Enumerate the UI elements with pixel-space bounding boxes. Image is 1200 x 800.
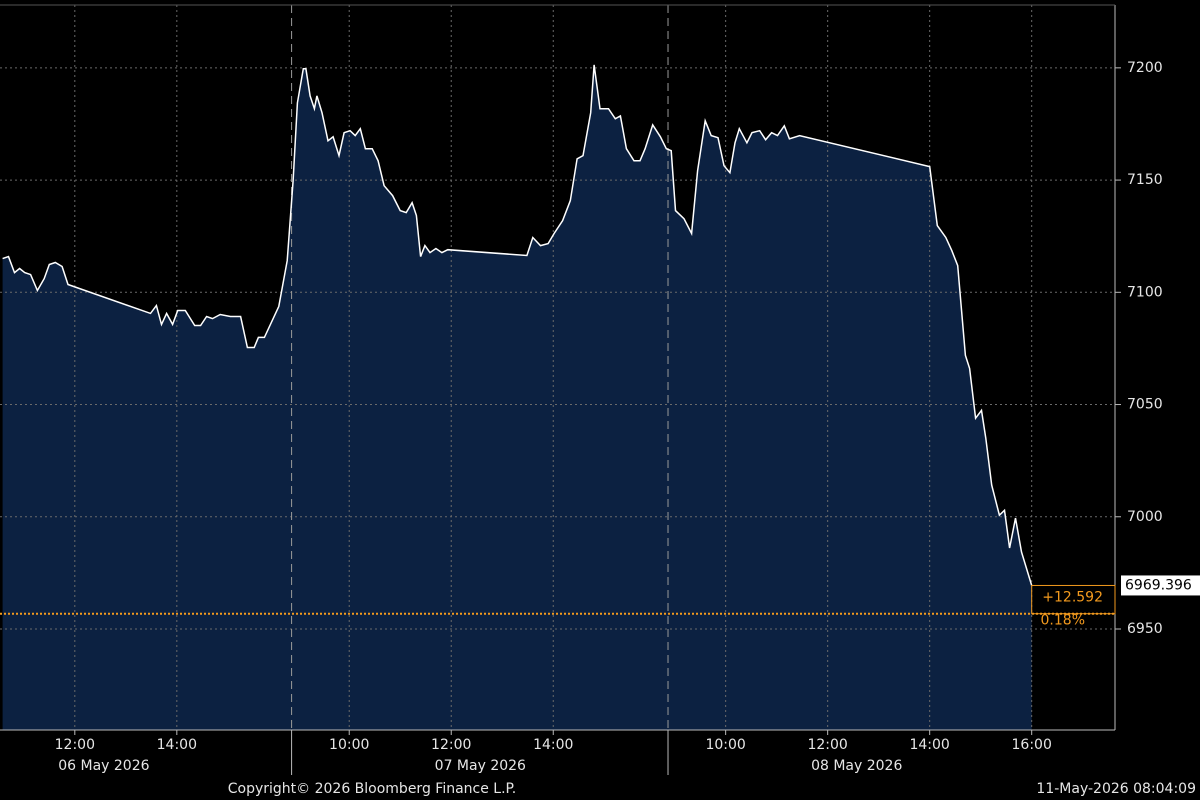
change-box — [1031, 584, 1116, 615]
y-tick-label: 7150 — [1127, 172, 1163, 188]
x-tick-label: 14:00 — [157, 737, 197, 753]
last-value-label: 6969.396 — [1125, 577, 1192, 593]
change-pct-label: 0.18% — [1041, 613, 1085, 629]
copyright: Copyright© 2026 Bloomberg Finance L.P. — [228, 781, 517, 797]
x-date-label: 08 May 2026 — [811, 758, 902, 774]
y-tick-label: 7050 — [1127, 397, 1163, 413]
price-line — [2, 64, 1033, 586]
timestamp: 11-May-2026 08:04:09 — [1036, 781, 1196, 797]
x-tick-label: 10:00 — [705, 737, 745, 753]
x-tick-label: 14:00 — [909, 737, 949, 753]
y-tick-label: 6950 — [1127, 621, 1163, 637]
area — [2, 64, 1032, 730]
x-tick-label: 14:00 — [533, 737, 573, 753]
y-tick-label: 7200 — [1127, 60, 1163, 76]
x-tick-label: 12:00 — [431, 737, 471, 753]
x-tick-label: 16:00 — [1012, 737, 1052, 753]
change-label: +12.592 — [1042, 589, 1103, 605]
last-value-box — [1121, 575, 1200, 596]
x-tick-label: 12:00 — [807, 737, 847, 753]
x-date-label: 06 May 2026 — [58, 758, 149, 774]
y-tick-label: 7100 — [1127, 284, 1163, 300]
x-tick-label: 12:00 — [55, 737, 95, 753]
y-tick-label: 7000 — [1127, 509, 1163, 525]
x-tick-label: 10:00 — [329, 737, 369, 753]
x-date-label: 07 May 2026 — [435, 758, 526, 774]
